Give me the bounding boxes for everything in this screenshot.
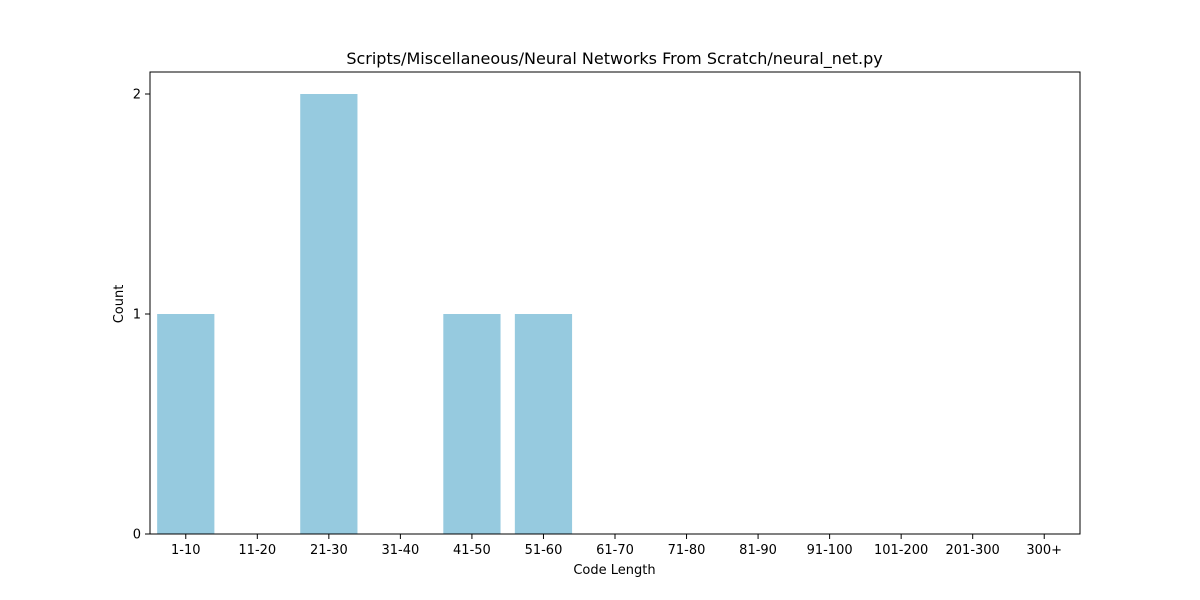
- bar-41-50: [443, 314, 501, 534]
- x-tick-label: 71-80: [668, 543, 706, 558]
- x-axis: 1-10 11-20 21-30 31-40 41-50 51-60 61-70 71-80 8…: [171, 534, 1062, 558]
- bar-1-10: [157, 314, 215, 534]
- y-tick-label: 2: [133, 88, 141, 103]
- x-tick-label: 21-30: [310, 543, 348, 558]
- x-tick-label: 41-50: [453, 543, 491, 558]
- x-tick-label: 81-90: [739, 543, 777, 558]
- x-axis-label: Code Length: [573, 563, 655, 578]
- x-tick-label: 91-100: [807, 543, 853, 558]
- x-tick-label: 300+: [1026, 543, 1062, 558]
- y-tick-label: 1: [133, 308, 141, 323]
- x-tick-label: 1-10: [171, 543, 201, 558]
- x-tick-label: 101-200: [874, 543, 928, 558]
- bars: [157, 94, 573, 534]
- x-tick-label: 31-40: [381, 543, 419, 558]
- y-axis: 0 1 2: [133, 88, 150, 543]
- bar-21-30: [300, 94, 358, 534]
- chart-title: Scripts/Miscellaneous/Neural Networks Fr…: [346, 49, 882, 69]
- x-tick-label: 11-20: [238, 543, 276, 558]
- x-tick-label: 61-70: [596, 543, 634, 558]
- x-tick-label: 51-60: [525, 543, 563, 558]
- x-tick-label: 201-300: [946, 543, 1000, 558]
- plot-frame: [149, 71, 1081, 535]
- y-tick-label: 0: [133, 528, 141, 543]
- y-axis-label: Count: [112, 285, 127, 324]
- bar-51-60: [514, 314, 573, 534]
